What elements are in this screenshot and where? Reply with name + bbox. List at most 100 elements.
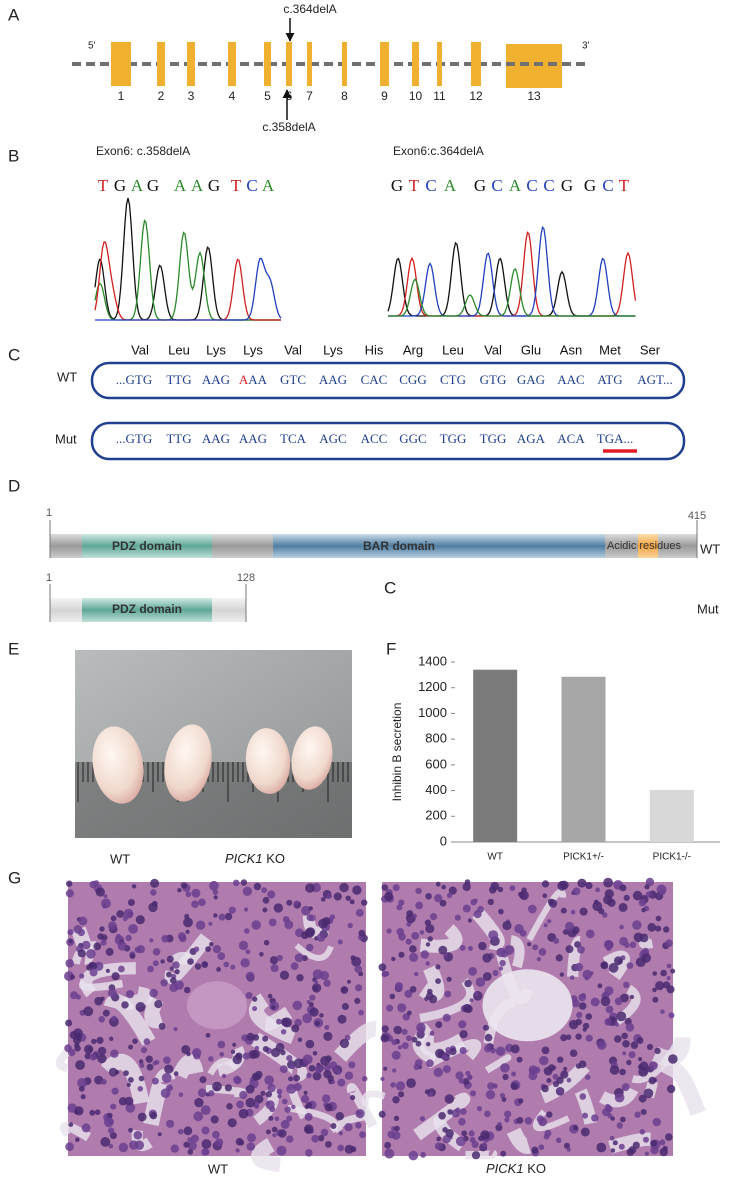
cell bbox=[100, 1078, 107, 1085]
cell bbox=[273, 903, 283, 913]
cell bbox=[623, 981, 630, 988]
cell bbox=[116, 910, 125, 918]
cell bbox=[252, 996, 258, 1002]
cell bbox=[601, 912, 608, 918]
bar bbox=[473, 669, 518, 842]
position: 1 bbox=[46, 507, 52, 519]
cell bbox=[621, 1032, 628, 1040]
cell bbox=[301, 1094, 310, 1104]
cell bbox=[527, 942, 532, 947]
cell bbox=[100, 1137, 111, 1147]
cell bbox=[127, 1077, 134, 1083]
cell bbox=[577, 945, 585, 954]
segment bbox=[658, 534, 697, 558]
cell bbox=[102, 1009, 110, 1017]
cell bbox=[212, 1081, 222, 1092]
cell bbox=[401, 1042, 409, 1050]
base: G bbox=[114, 176, 126, 195]
exon-number: 3 bbox=[188, 89, 195, 103]
cell bbox=[65, 889, 74, 898]
cell bbox=[384, 971, 390, 977]
cell bbox=[304, 1112, 313, 1121]
cell bbox=[357, 1110, 362, 1116]
cell bbox=[585, 882, 593, 890]
cell bbox=[245, 992, 253, 999]
interstitial bbox=[506, 1127, 532, 1154]
cell bbox=[125, 934, 132, 942]
cell bbox=[185, 929, 190, 934]
cell bbox=[305, 883, 315, 893]
cell bbox=[150, 889, 157, 896]
cell bbox=[235, 1137, 244, 1146]
cell bbox=[163, 1056, 171, 1064]
cell bbox=[309, 994, 316, 1001]
cell bbox=[277, 1094, 282, 1099]
cell bbox=[640, 1109, 647, 1115]
cell bbox=[272, 1133, 277, 1138]
cell bbox=[380, 1076, 385, 1081]
cell bbox=[595, 887, 600, 893]
cell bbox=[303, 1090, 308, 1095]
cell bbox=[425, 893, 432, 900]
cell bbox=[274, 1116, 280, 1122]
cell bbox=[665, 939, 673, 947]
exon bbox=[307, 42, 312, 86]
cell bbox=[504, 1110, 512, 1118]
group-label: WT bbox=[110, 851, 130, 866]
cell bbox=[68, 939, 73, 944]
cell bbox=[510, 1082, 519, 1090]
cell bbox=[629, 941, 637, 949]
cell bbox=[324, 1103, 333, 1112]
cell bbox=[138, 1075, 145, 1082]
exon bbox=[111, 42, 131, 86]
cell bbox=[271, 1126, 278, 1133]
cell bbox=[265, 1091, 272, 1098]
group-label: PICK1 KO bbox=[225, 851, 285, 866]
y-tick-label: 600 bbox=[425, 756, 447, 771]
cell bbox=[618, 902, 628, 912]
cell bbox=[459, 1030, 468, 1039]
cell bbox=[560, 1034, 568, 1042]
cell bbox=[607, 898, 616, 908]
cell bbox=[269, 956, 279, 965]
cell bbox=[442, 1065, 451, 1074]
cell bbox=[474, 991, 479, 997]
cell bbox=[489, 886, 497, 894]
codon: ACC bbox=[361, 431, 388, 446]
cell bbox=[604, 986, 614, 996]
cell bbox=[465, 1070, 471, 1076]
cell bbox=[446, 976, 452, 982]
cell bbox=[482, 972, 492, 981]
exons: 1 2 3 4 5 6 7 8 9 10 11 12 13 bbox=[111, 42, 562, 103]
cell bbox=[242, 1052, 250, 1060]
cell bbox=[205, 1032, 211, 1038]
cell bbox=[201, 1126, 210, 1135]
cell bbox=[497, 886, 504, 893]
cell bbox=[623, 894, 630, 902]
cell bbox=[652, 1117, 661, 1127]
cell bbox=[415, 887, 422, 895]
cell bbox=[103, 894, 108, 899]
cell bbox=[212, 889, 219, 895]
amino-acid: Val bbox=[284, 342, 302, 357]
cell bbox=[293, 1074, 300, 1082]
cell bbox=[151, 1077, 159, 1085]
cell bbox=[626, 962, 634, 969]
cell bbox=[514, 924, 524, 934]
cell bbox=[201, 1139, 212, 1149]
cell bbox=[600, 961, 609, 970]
cell bbox=[417, 1026, 425, 1035]
cell bbox=[482, 1142, 488, 1148]
y-tick-label: 1000 bbox=[418, 705, 447, 720]
cell bbox=[612, 1140, 618, 1146]
cell bbox=[358, 1009, 364, 1016]
cell bbox=[495, 1046, 506, 1056]
cell bbox=[392, 1096, 400, 1104]
cell bbox=[281, 1098, 288, 1105]
cell bbox=[330, 1123, 337, 1129]
y-axis-label: Inhibin B secretion bbox=[390, 703, 404, 802]
cell bbox=[666, 963, 672, 969]
cell bbox=[81, 940, 91, 950]
cell bbox=[302, 1013, 313, 1024]
